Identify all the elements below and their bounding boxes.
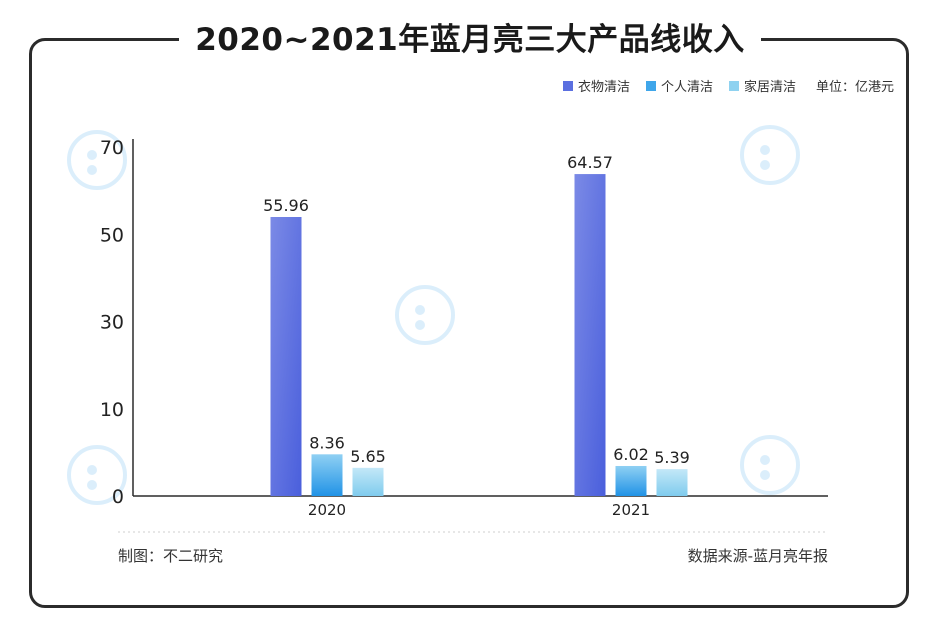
watermark-2 — [735, 120, 835, 224]
bar-value-label: 5.39 — [654, 448, 690, 467]
watermark-1 — [62, 125, 162, 229]
source-text: 数据来源-蓝月亮年报 — [687, 547, 828, 565]
bar — [574, 174, 606, 496]
legend-swatch-clothing — [562, 80, 573, 91]
bars: 55.96 8.36 5.65 64.57 6.02 5.39 — [263, 153, 690, 496]
bar-value-label: 64.57 — [567, 153, 613, 172]
chart-title: 2020~2021年蓝月亮三大产品线收入 — [179, 14, 761, 59]
credit-text: 制图：不二研究 — [118, 547, 224, 565]
chart-title-wrap: 2020~2021年蓝月亮三大产品线收入 — [0, 14, 940, 59]
bar — [615, 465, 647, 496]
y-tick-label: 30 — [100, 312, 124, 334]
y-tick-label: 70 — [100, 137, 124, 159]
legend-item-clothing: 衣物清洁 — [562, 76, 630, 95]
x-tick-label: 2020 — [308, 501, 346, 519]
watermark-3 — [390, 280, 490, 384]
y-tick-label: 10 — [100, 399, 124, 421]
legend-item-home: 家居清洁 — [728, 76, 796, 95]
legend-swatch-personal — [645, 80, 656, 91]
bar — [656, 469, 688, 496]
bar-value-label: 5.65 — [350, 447, 386, 466]
bar — [311, 454, 343, 496]
y-axis: 0 10 30 50 70 — [100, 137, 134, 508]
legend-item-personal: 个人清洁 — [645, 76, 713, 95]
unit-label: 单位：亿港元 — [815, 80, 894, 95]
y-tick-label: 0 — [112, 486, 124, 508]
bar-value-label: 8.36 — [309, 433, 345, 452]
watermark-5 — [735, 430, 835, 534]
bar-value-label: 6.02 — [613, 445, 649, 464]
bar — [270, 216, 302, 496]
bar — [352, 467, 384, 496]
legend: 衣物清洁 个人清洁 家居清洁 单位：亿港元 — [547, 76, 894, 95]
y-tick-label: 50 — [100, 224, 124, 246]
x-axis: 2020 2021 — [133, 495, 828, 519]
watermark-4 — [62, 440, 162, 544]
legend-label-clothing: 衣物清洁 — [577, 80, 630, 95]
legend-swatch-home — [728, 80, 739, 91]
x-tick-label: 2021 — [612, 501, 650, 519]
legend-label-personal: 个人清洁 — [660, 80, 713, 95]
legend-label-home: 家居清洁 — [743, 80, 796, 95]
bar-value-label: 55.96 — [263, 196, 309, 215]
